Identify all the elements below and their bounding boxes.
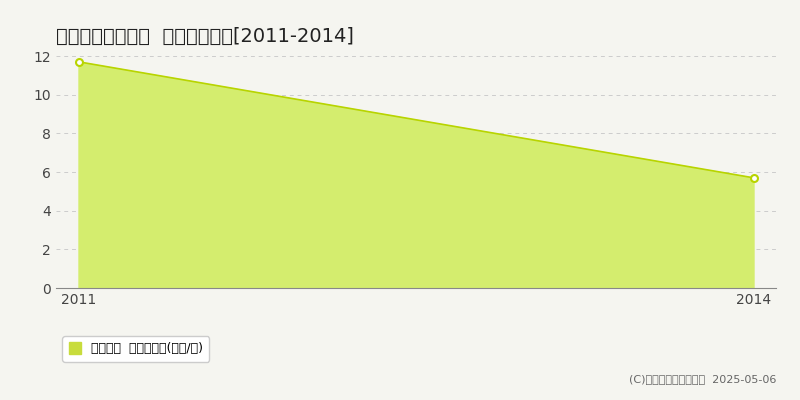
Legend: 住宅価格  平均坪単価(万円/坪): 住宅価格 平均坪単価(万円/坪) [62, 336, 210, 362]
Text: (C)土地価格ドットコム  2025-05-06: (C)土地価格ドットコム 2025-05-06 [629, 374, 776, 384]
Text: 甲賀市信楽町杉山  住宅価格推移[2011-2014]: 甲賀市信楽町杉山 住宅価格推移[2011-2014] [56, 27, 354, 46]
